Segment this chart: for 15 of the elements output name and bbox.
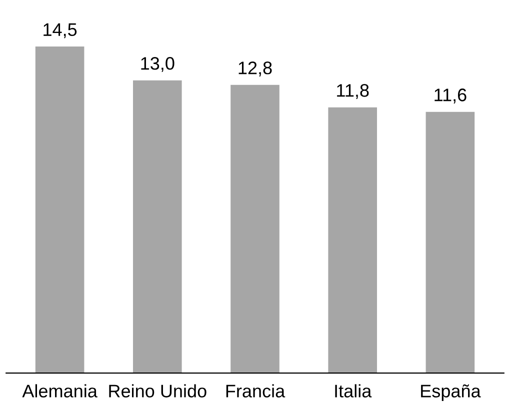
- data-label: 13,0: [141, 57, 174, 72]
- x-tick-label: España: [421, 384, 481, 402]
- data-label: 11,6: [434, 88, 466, 104]
- x-tick-label: Reino Unido: [109, 384, 206, 398]
- bar: [426, 112, 475, 374]
- data-label: 14,5: [44, 23, 77, 38]
- bar: [133, 80, 182, 374]
- bar: [328, 107, 377, 374]
- data-label: 11,8: [337, 84, 369, 99]
- x-tick-label: Alemania: [22, 384, 98, 398]
- x-tick-label: Francia: [226, 384, 286, 398]
- bar: [230, 84, 280, 374]
- x-tick-label: Italia: [335, 384, 372, 398]
- data-label: 12,8: [238, 62, 272, 76]
- bar: [35, 46, 84, 374]
